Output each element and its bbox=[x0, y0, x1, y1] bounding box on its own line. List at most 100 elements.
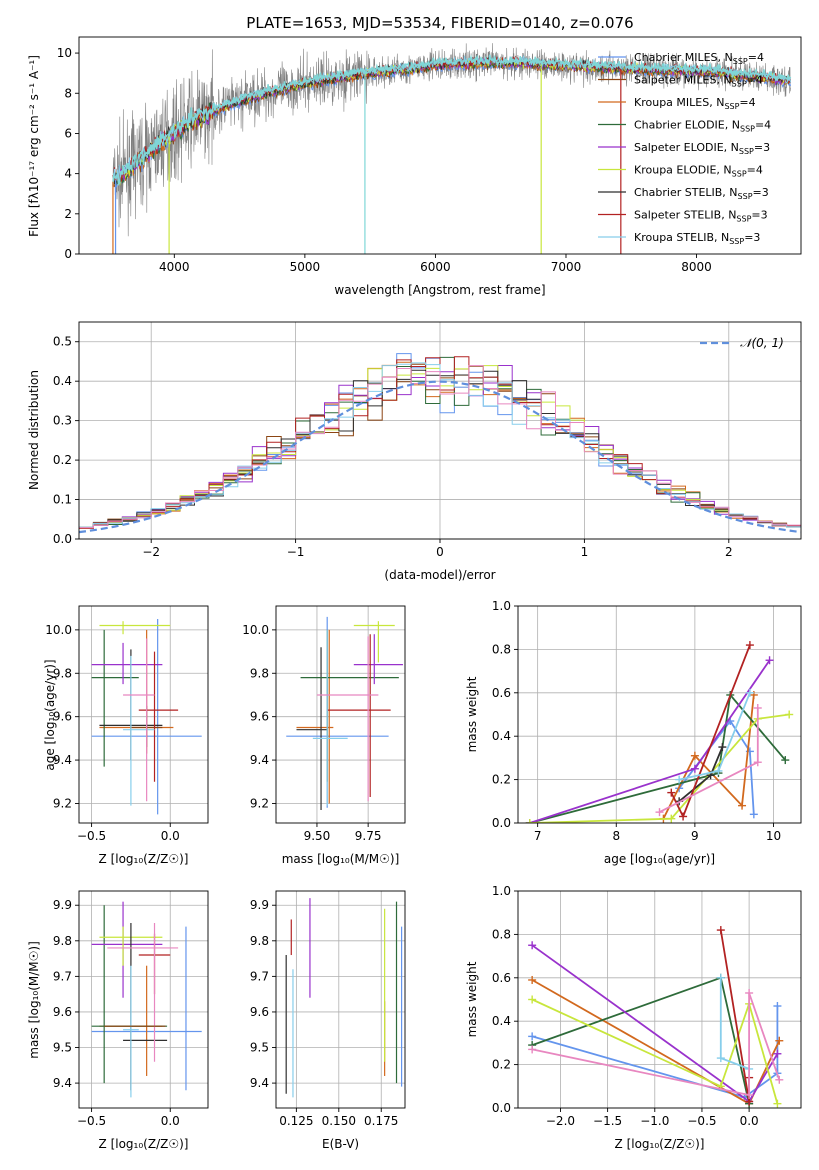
legend-entry-value: =4 bbox=[747, 164, 763, 177]
axes-frame bbox=[275, 605, 406, 824]
ticks: 7 8 9 10 0.0 0.2 0.4 0.6 0.8 1.0 bbox=[492, 599, 781, 843]
x-tick-label: 10 bbox=[766, 829, 781, 843]
errorbar-point bbox=[296, 647, 328, 810]
x-tick-label: 8 bbox=[612, 829, 620, 843]
axes-frame bbox=[517, 890, 802, 1109]
legend-entry: Kroupa ELODIE, NSSP=4 bbox=[634, 164, 763, 179]
y-tick-label: 0.6 bbox=[492, 971, 511, 985]
y-tick-label: 0.2 bbox=[492, 773, 511, 787]
series-line bbox=[719, 977, 750, 1070]
ticks: −2 −1 0 1 2 0.0 0.1 0.2 0.3 0.4 0.5 bbox=[53, 335, 733, 559]
legend-entry-subscript: SSP bbox=[732, 80, 747, 89]
series-marker bbox=[714, 766, 723, 775]
legend-entry: Salpeter STELIB, NSSP=3 bbox=[634, 209, 768, 224]
y-tick-label: 4 bbox=[64, 167, 72, 181]
series-marker bbox=[745, 1090, 754, 1099]
series-marker bbox=[528, 1045, 537, 1054]
series-marker bbox=[525, 819, 534, 823]
data-points bbox=[91, 619, 202, 815]
y-tick-label: 9.9 bbox=[250, 898, 269, 912]
series-marker bbox=[690, 764, 699, 773]
x-tick-label: 2 bbox=[725, 545, 733, 559]
legend-entry-text: Salpeter STELIB, N bbox=[634, 209, 736, 222]
errorbar-point bbox=[353, 634, 403, 685]
x-axis-label: (data-model)/error bbox=[384, 568, 495, 582]
data-points bbox=[91, 901, 202, 1098]
errorbar-point bbox=[91, 642, 163, 685]
x-tick-label: 1 bbox=[581, 545, 589, 559]
series-line bbox=[529, 713, 790, 823]
legend-entry-value: =3 bbox=[751, 209, 767, 222]
series-line bbox=[662, 694, 755, 820]
y-axis-label: mass weight bbox=[465, 676, 479, 752]
y-tick-label: 9.6 bbox=[250, 1005, 269, 1019]
series-marker bbox=[718, 743, 727, 752]
series-marker bbox=[765, 656, 774, 665]
errorbar-point bbox=[123, 638, 155, 802]
series-marker bbox=[781, 756, 790, 765]
series-marker bbox=[745, 688, 754, 697]
axes-frame bbox=[517, 605, 802, 824]
y-tick-label: 0.3 bbox=[53, 414, 72, 428]
legend-entry-subscript: SSP bbox=[738, 192, 753, 201]
series-line bbox=[531, 1006, 779, 1099]
series-marker bbox=[773, 1049, 782, 1058]
legend-entry-text: Chabrier ELODIE, N bbox=[634, 119, 740, 132]
x-tick-label: −2.0 bbox=[546, 1114, 575, 1128]
x-axis-label: mass [log₁₀(M/M☉)] bbox=[282, 852, 400, 866]
x-tick-label: 0.175 bbox=[364, 1114, 398, 1128]
spectrum-panel: 4000 5000 6000 7000 8000 0 2 4 6 8 10 PLATE=1653, M… bbox=[27, 14, 802, 297]
x-axis-label: Z [log₁₀(Z/Z☉)] bbox=[99, 852, 189, 866]
legend-entry-value: =4 bbox=[747, 74, 763, 87]
legend-entry-text: Salpeter ELODIE, N bbox=[634, 141, 739, 154]
x-axis-label: E(B-V) bbox=[322, 1137, 359, 1151]
normal-distribution-curve bbox=[78, 380, 802, 534]
series-marker bbox=[716, 1054, 725, 1063]
grid-lines bbox=[79, 322, 801, 540]
ticks: −2.0 −1.5 −1.0 −0.5 0.0 0.0 0.2 0.4 0.6 0.8 1.0 bbox=[492, 884, 759, 1128]
y-tick-label: 0.4 bbox=[492, 729, 511, 743]
errorbar-point bbox=[91, 905, 168, 1084]
ticks: 4000 5000 6000 7000 8000 0 2 4 6 8 10 bbox=[57, 46, 712, 274]
series-line bbox=[531, 979, 781, 1105]
y-tick-label: 9.6 bbox=[250, 710, 269, 724]
series-line bbox=[670, 644, 751, 819]
y-tick-label: 9.6 bbox=[53, 710, 72, 724]
y-tick-label: 9.2 bbox=[53, 796, 72, 810]
y-tick-label: 9.4 bbox=[250, 753, 269, 767]
x-tick-label: 0 bbox=[436, 545, 444, 559]
x-tick-label: −1.5 bbox=[593, 1114, 622, 1128]
series-marker bbox=[528, 1032, 537, 1041]
x-axis-label: Z [log₁₀(Z/Z☉)] bbox=[99, 1137, 189, 1151]
x-tick-label: −0.5 bbox=[687, 1114, 716, 1128]
series-marker bbox=[716, 973, 725, 982]
legend-entry-value: =3 bbox=[753, 186, 769, 199]
legend-entry: Salpeter ELODIE, NSSP=3 bbox=[634, 141, 770, 156]
y-axis-label: mass weight bbox=[465, 961, 479, 1037]
series-marker bbox=[528, 995, 537, 1004]
legend-entry-text: Kroupa ELODIE, N bbox=[634, 164, 732, 177]
legend-entry-value: =3 bbox=[754, 141, 770, 154]
series-marker bbox=[753, 703, 762, 712]
series-marker bbox=[675, 775, 684, 784]
series-marker bbox=[773, 1002, 782, 1011]
series-marker bbox=[667, 814, 676, 823]
y-tick-label: 9.8 bbox=[53, 934, 72, 948]
ticks: 0.125 0.150 0.175 9.4 9.5 9.6 9.7 9.8 9.9 bbox=[250, 898, 399, 1128]
x-tick-label: 9 bbox=[691, 829, 699, 843]
axes-frame bbox=[78, 36, 802, 255]
x-tick-label: 5000 bbox=[290, 260, 321, 274]
legend-entry: Chabrier ELODIE, NSSP=4 bbox=[634, 119, 771, 134]
grid-lines bbox=[276, 606, 405, 823]
errorbar-point bbox=[123, 655, 155, 806]
series-marker bbox=[690, 751, 699, 760]
y-tick-label: 9.7 bbox=[250, 969, 269, 983]
y-tick-label: 6 bbox=[64, 126, 72, 140]
x-tick-label: 8000 bbox=[681, 260, 712, 274]
x-tick-label: 9.50 bbox=[304, 829, 331, 843]
legend-entry: Kroupa STELIB, NSSP=3 bbox=[634, 231, 760, 246]
legend-entry: Kroupa MILES, NSSP=4 bbox=[634, 96, 756, 111]
legend-entry-subscript: SSP bbox=[736, 215, 751, 224]
data-points bbox=[286, 616, 403, 810]
x-tick-label: 0.0 bbox=[161, 829, 180, 843]
